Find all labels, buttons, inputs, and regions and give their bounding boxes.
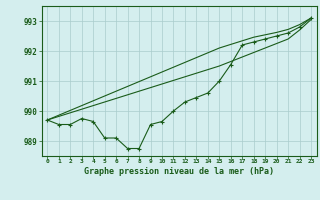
X-axis label: Graphe pression niveau de la mer (hPa): Graphe pression niveau de la mer (hPa) [84, 167, 274, 176]
